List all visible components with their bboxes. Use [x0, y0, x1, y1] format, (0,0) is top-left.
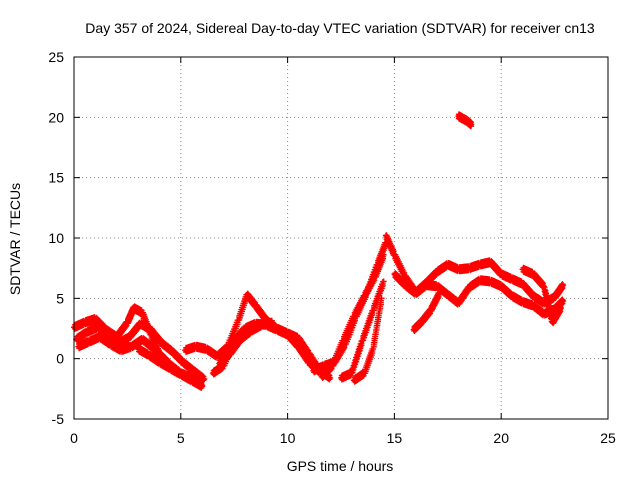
axis-ticks: 0 5 10 15 20 25 -5 0 5 10 15 20 25 [48, 49, 616, 446]
data-point [327, 374, 334, 381]
y-axis-title: SDTVAR / TECUs [7, 183, 23, 295]
x-tick-label: 15 [387, 430, 403, 446]
series-track-l [382, 232, 567, 308]
data-point [199, 383, 206, 390]
data-points [71, 111, 567, 391]
y-tick-label: 25 [48, 49, 64, 65]
chart-title: Day 357 of 2024, Sidereal Day-to-day VTE… [85, 20, 595, 36]
x-axis-title: GPS time / hours [287, 458, 394, 474]
y-tick-label: 5 [56, 290, 64, 306]
data-point [200, 377, 207, 384]
y-tick-label: 15 [48, 170, 64, 186]
data-point [122, 323, 129, 330]
grid [74, 57, 608, 419]
x-tick-label: 10 [280, 430, 296, 446]
x-tick-label: 25 [600, 430, 616, 446]
series-track-d [135, 344, 206, 391]
y-tick-label: 20 [48, 109, 64, 125]
series-track-p [455, 111, 475, 130]
y-tick-label: 0 [56, 351, 64, 367]
x-tick-label: 5 [177, 430, 185, 446]
x-tick-label: 20 [493, 430, 509, 446]
data-point [234, 321, 241, 328]
y-tick-label: -5 [52, 411, 65, 427]
x-tick-label: 0 [70, 430, 78, 446]
y-tick-label: 10 [48, 230, 64, 246]
data-point [201, 376, 208, 383]
